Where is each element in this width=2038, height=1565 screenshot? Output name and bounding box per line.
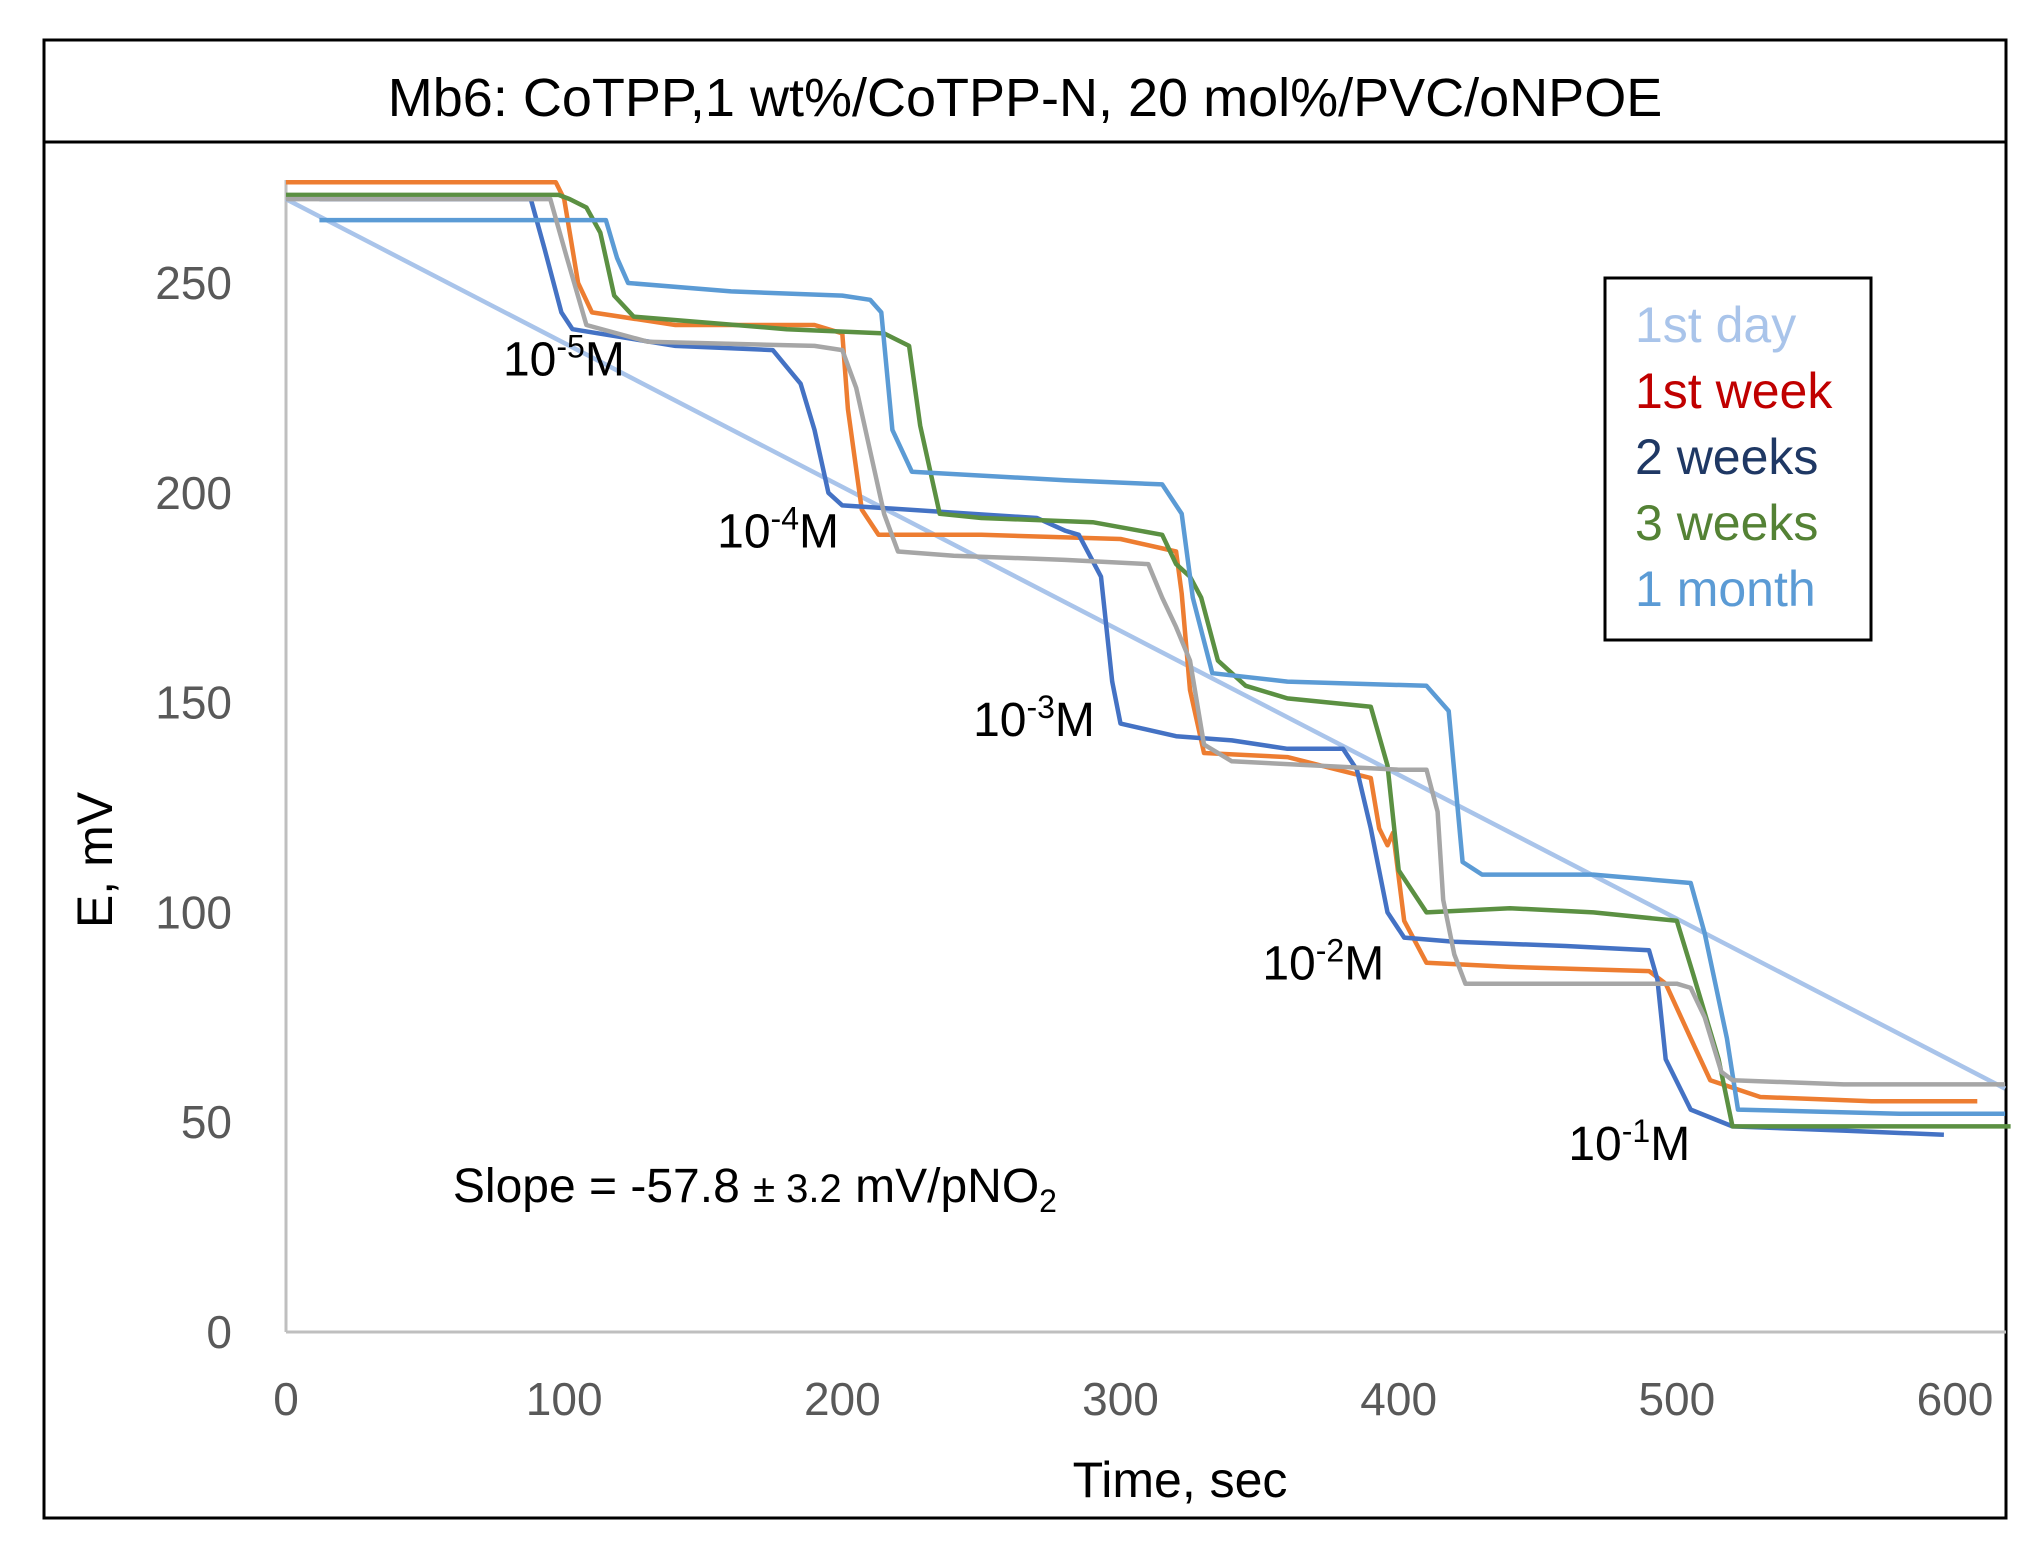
series-layer (284, 180, 2011, 1138)
series-line-3-weeks (286, 192, 2011, 1129)
chart-title: Mb6: CoTPP,1 wt%/CoTPP-N, 20 mol%/PVC/oN… (388, 68, 1662, 128)
figure-border (42, 38, 2008, 1520)
y-tick-label: 250 (155, 257, 232, 309)
x-tick-label: 200 (804, 1373, 881, 1425)
slope-pm: ± 3.2 (753, 1167, 842, 1211)
y-tick-label: 150 (155, 677, 232, 729)
concentration-label: 10-5M (503, 328, 625, 386)
series-line-gray (286, 196, 2006, 1087)
series-line-1st-day (284, 197, 2007, 1091)
y-tick-label: 100 (155, 886, 232, 938)
legend-item-2-weeks: 2 weeks (1635, 429, 1818, 485)
concentration-label: 10-3M (973, 689, 1095, 747)
y-tick-labels: 0 50 100 150 200 250 (155, 257, 232, 1358)
legend-box (1603, 276, 1873, 642)
legend-item-3-weeks: 3 weeks (1635, 495, 1818, 551)
x-tick-label: 0 (273, 1373, 299, 1425)
x-tick-label: 100 (526, 1373, 603, 1425)
concentration-label: 10-1M (1568, 1113, 1690, 1171)
x-tick-labels: 0 100 200 300 400 500 600 (273, 1373, 1993, 1425)
legend-item-1-month: 1 month (1635, 561, 1816, 617)
legend-item-1st-week: 1st week (1635, 363, 1833, 419)
y-tick-label: 0 (206, 1306, 232, 1358)
annotation-layer: 10-5M 10-4M 10-3M 10-2M 10-1M (503, 328, 1690, 1171)
x-tick-label: 400 (1360, 1373, 1437, 1425)
slope-prefix: Slope = -57.8 (453, 1160, 753, 1213)
legend: 1st day 1st week 2 weeks 3 weeks 1 month (1635, 297, 1833, 617)
slope-annotation: Slope = -57.8 ± 3.2 mV/pNO2 (453, 1160, 1057, 1219)
y-tick-label: 200 (155, 467, 232, 519)
x-tick-label: 300 (1082, 1373, 1159, 1425)
y-tick-label: 50 (181, 1096, 232, 1148)
concentration-label: 10-4M (717, 500, 839, 558)
series-line-1-month (319, 217, 2006, 1117)
slope-subscript: 2 (1039, 1183, 1057, 1219)
concentration-label: 10-2M (1262, 933, 1384, 991)
series-line-2-weeks (319, 196, 1944, 1138)
y-axis-label: E, mV (67, 791, 123, 928)
x-tick-label: 600 (1917, 1373, 1994, 1425)
slope-unit: mV/pNO (842, 1160, 1039, 1213)
legend-item-1st-day: 1st day (1635, 297, 1796, 353)
x-tick-label: 500 (1638, 1373, 1715, 1425)
x-axis-label: Time, sec (1073, 1452, 1288, 1508)
